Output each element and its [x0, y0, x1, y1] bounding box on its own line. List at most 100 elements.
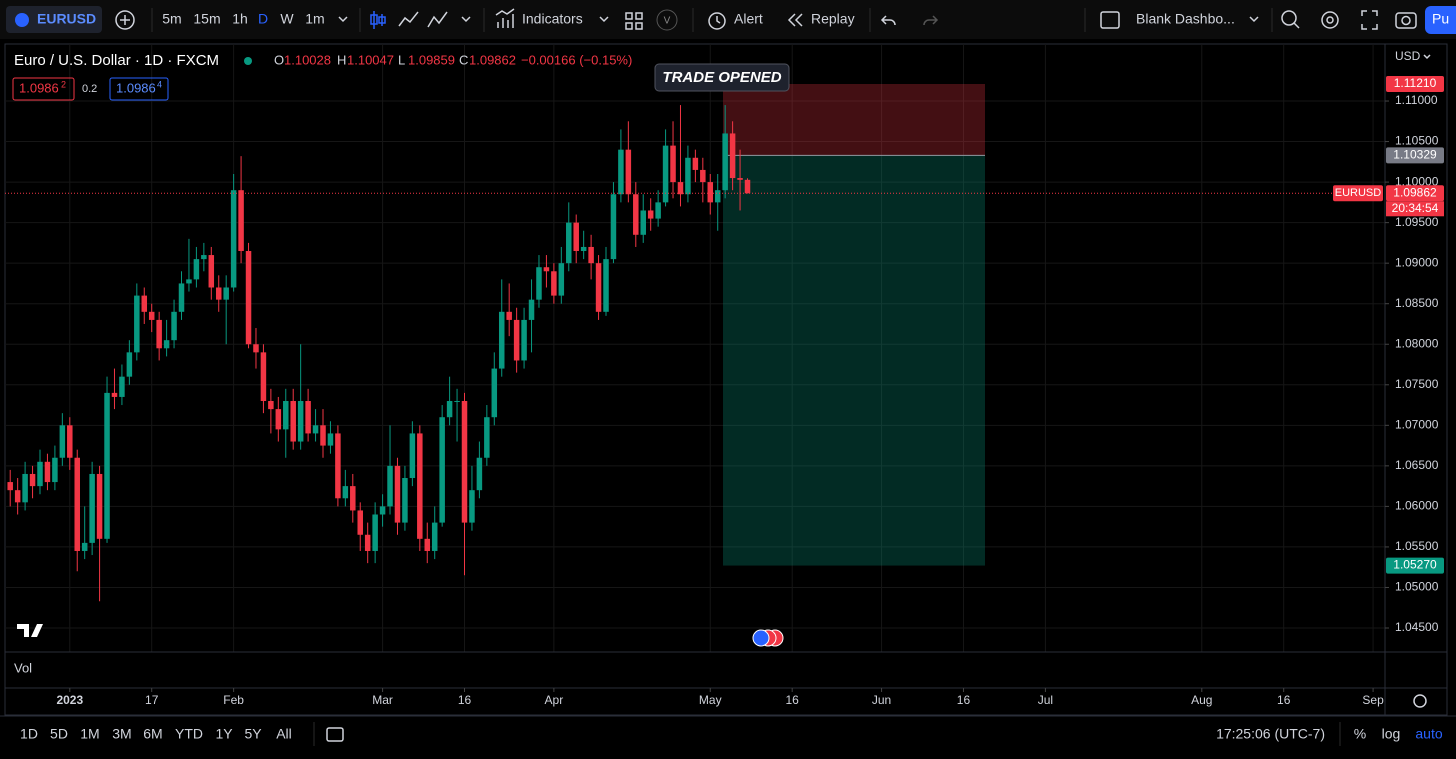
candle-body	[342, 486, 349, 499]
candle-body	[74, 457, 80, 551]
area-icon[interactable]	[427, 11, 448, 28]
clock[interactable]: 17:25:06 (UTC-7)	[1216, 726, 1325, 742]
sell-price[interactable]: 1.0986	[19, 80, 59, 95]
range-button[interactable]: 1Y	[215, 726, 233, 742]
candle-body	[350, 486, 356, 511]
alert-button[interactable]: Alert	[734, 11, 763, 27]
interval-button[interactable]: W	[280, 11, 294, 27]
layout-name[interactable]: Blank Dashbo...	[1136, 11, 1235, 27]
range-button[interactable]: All	[276, 726, 292, 742]
snapshot-button[interactable]	[1395, 12, 1417, 29]
candle-body	[201, 255, 207, 260]
candle-body	[409, 433, 416, 479]
replay-icon[interactable]	[787, 13, 803, 27]
candle-body	[737, 178, 743, 180]
range-button[interactable]: 3M	[112, 726, 131, 742]
layout-icon[interactable]	[625, 12, 643, 30]
y-tick-label: 1.09000	[1395, 255, 1439, 269]
x-tick-label: 16	[786, 693, 800, 707]
buy-price[interactable]: 1.0986	[116, 80, 156, 95]
currency-label[interactable]: USD	[1395, 49, 1421, 63]
buy-button[interactable]	[109, 77, 169, 101]
candle-body	[506, 311, 512, 320]
symbol-button[interactable]	[6, 6, 102, 33]
ohlc-key: O	[274, 52, 284, 67]
ohlc-value: 1.10047	[347, 52, 394, 67]
candle-body	[469, 490, 475, 523]
x-tick-label: Sep	[1362, 693, 1384, 707]
alert-hands	[716, 16, 721, 24]
percent-toggle[interactable]: %	[1354, 726, 1366, 742]
candle-body	[327, 433, 334, 446]
range-button[interactable]: 5Y	[244, 726, 262, 742]
range-button[interactable]: 6M	[143, 726, 162, 742]
y-tick-label: 1.10000	[1395, 174, 1439, 188]
indicators-icon[interactable]	[495, 8, 515, 28]
publish-button[interactable]	[1425, 6, 1456, 34]
layout-chevron[interactable]	[1249, 16, 1259, 23]
layout-square[interactable]	[1100, 11, 1120, 29]
symbol[interactable]: EURUSD	[37, 11, 96, 27]
symbol-tag-bg	[1333, 185, 1383, 202]
candle-body	[186, 279, 192, 284]
candle-body	[335, 433, 341, 499]
candle-body	[633, 194, 639, 235]
candle-body	[111, 392, 118, 397]
plus-icon	[120, 15, 130, 25]
undo-button[interactable]	[880, 15, 896, 26]
indicators-chevron[interactable]	[599, 16, 609, 23]
candle-body	[320, 425, 326, 446]
currency-chevron[interactable]	[1423, 54, 1431, 60]
interval-button[interactable]: 5m	[162, 11, 181, 27]
goto-date-button[interactable]	[326, 727, 344, 742]
candle-body	[610, 194, 617, 260]
chart-type-chevron[interactable]	[461, 16, 471, 23]
range-button[interactable]: 1M	[80, 726, 99, 742]
candle-body	[454, 400, 460, 402]
publish-label[interactable]: Pu	[1432, 11, 1449, 27]
search-button[interactable]	[1281, 10, 1297, 26]
last-price-badge	[1386, 185, 1444, 202]
time-axis-settings[interactable]	[1413, 694, 1427, 708]
y-tick-label: 1.10500	[1395, 134, 1439, 148]
interval-button[interactable]: D	[258, 11, 268, 27]
replay-button[interactable]: Replay	[811, 11, 855, 27]
candle-body	[700, 169, 706, 183]
y-tick-label: 1.06500	[1395, 458, 1439, 472]
buy-pip[interactable]: 4	[157, 79, 162, 89]
range-button[interactable]: 5D	[50, 726, 68, 742]
candle-body	[193, 259, 200, 280]
spread: 0.2	[82, 83, 97, 95]
y-tick-label: 1.06000	[1395, 499, 1439, 513]
range-button[interactable]: 1D	[20, 726, 38, 742]
candle-body	[744, 179, 751, 194]
indicators-button[interactable]: Indicators	[522, 11, 583, 27]
candles-icon[interactable]	[370, 11, 386, 29]
sell-button[interactable]	[12, 77, 75, 101]
interval-chevron[interactable]	[338, 16, 348, 23]
interval-button[interactable]: 1m	[305, 11, 324, 27]
settings-button[interactable]	[1321, 11, 1339, 29]
volume-badge-circle[interactable]	[656, 9, 678, 31]
auto-toggle[interactable]: auto	[1415, 726, 1442, 742]
fullscreen-button[interactable]	[1361, 10, 1378, 30]
log-toggle[interactable]: log	[1382, 726, 1401, 742]
candle-body	[126, 352, 133, 377]
event-icon[interactable]	[752, 629, 770, 647]
candle-body	[268, 400, 274, 410]
candle-body	[312, 425, 319, 434]
sell-pip[interactable]: 2	[61, 79, 66, 89]
interval-button[interactable]: 1h	[232, 11, 248, 27]
interval-button[interactable]: 15m	[193, 11, 220, 27]
candle-body	[141, 295, 148, 312]
line-icon[interactable]	[398, 11, 419, 27]
candle-body	[528, 299, 535, 320]
range-button[interactable]: YTD	[175, 726, 203, 742]
y-tick-label: 1.05000	[1395, 580, 1439, 594]
ohlc-key: L	[398, 52, 405, 67]
compare-button[interactable]	[115, 10, 135, 30]
candle-body	[655, 202, 661, 219]
volume-badge[interactable]: V	[664, 16, 671, 27]
alert-icon[interactable]	[708, 12, 726, 30]
redo-button[interactable]	[923, 15, 939, 26]
